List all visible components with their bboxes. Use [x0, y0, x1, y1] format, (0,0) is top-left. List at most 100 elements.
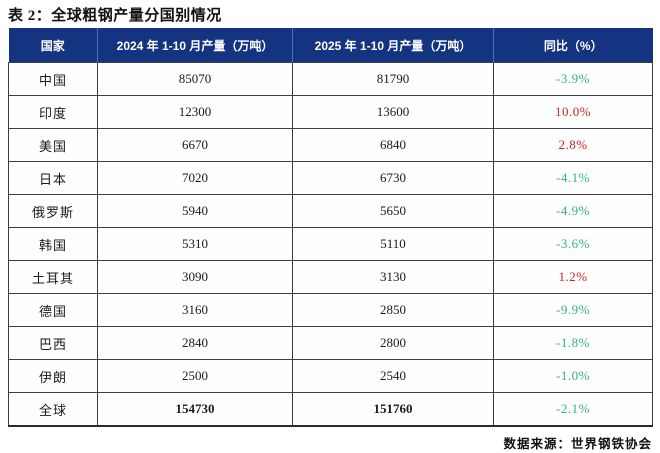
yoy-cell: -2.1% — [493, 392, 653, 427]
production-2024-value: 12300 — [178, 104, 212, 119]
production-2025-cell: 13600 — [292, 95, 494, 129]
country-cell: 德国 — [8, 293, 98, 327]
country-cell: 全球 — [8, 392, 98, 427]
production-2024-value: 5940 — [182, 203, 208, 218]
country-label: 巴西 — [38, 336, 67, 352]
country-label: 全球 — [38, 402, 67, 418]
table-header-row: 国家 2024 年 1-10 月产量（万吨） 2025 年 1-10 月产量（万… — [8, 28, 653, 63]
country-cell: 印度 — [8, 95, 98, 129]
production-2024-cell: 154730 — [97, 392, 293, 427]
production-2025-cell: 6730 — [292, 161, 494, 195]
production-table: 国家 2024 年 1-10 月产量（万吨） 2025 年 1-10 月产量（万… — [8, 28, 653, 427]
country-cell: 中国 — [8, 62, 98, 96]
production-2024-cell: 3160 — [97, 293, 293, 327]
production-2025-value: 2540 — [380, 368, 406, 383]
production-2025-value: 13600 — [376, 104, 410, 119]
yoy-value: -1.0% — [556, 368, 590, 383]
production-2024-cell: 12300 — [97, 95, 293, 129]
yoy-value: 1.2% — [558, 269, 588, 284]
production-2025-value: 6730 — [380, 170, 406, 185]
yoy-cell: 10.0% — [493, 95, 653, 129]
production-2024-cell: 6670 — [97, 128, 293, 162]
yoy-cell: -1.8% — [493, 326, 653, 360]
yoy-cell: -3.9% — [493, 62, 653, 96]
yoy-cell: -1.0% — [493, 359, 653, 393]
production-2024-value: 7020 — [182, 170, 208, 185]
table-row: 印度 12300 13600 10.0% — [8, 95, 653, 129]
production-2025-value: 6840 — [380, 137, 406, 152]
yoy-value: -3.6% — [556, 236, 590, 251]
production-2024-cell: 7020 — [97, 161, 293, 195]
yoy-cell: 2.8% — [493, 128, 653, 162]
country-cell: 日本 — [8, 161, 98, 195]
page-title: 表 2：全球粗钢产量分国别情况 — [8, 8, 222, 24]
header-cell-2024: 2024 年 1-10 月产量（万吨） — [97, 28, 293, 63]
production-2025-cell: 2850 — [292, 293, 494, 327]
production-2025-value: 5110 — [380, 236, 406, 251]
production-2024-cell: 3090 — [97, 260, 293, 294]
production-2025-cell: 5650 — [292, 194, 494, 228]
table-body: 中国 85070 81790 -3.9% 印度 12300 13600 10.0… — [8, 62, 653, 427]
production-2024-value: 3160 — [182, 302, 208, 317]
country-label: 德国 — [38, 303, 67, 319]
production-2024-cell: 2840 — [97, 326, 293, 360]
production-2025-value: 81790 — [376, 71, 410, 86]
production-2024-value: 2500 — [182, 368, 208, 383]
country-cell: 伊朗 — [8, 359, 98, 393]
yoy-cell: -3.6% — [493, 227, 653, 261]
production-2024-value: 85070 — [178, 71, 212, 86]
data-source-note: 数据来源：世界钢铁协会 — [503, 437, 652, 451]
country-label: 日本 — [38, 171, 67, 187]
country-label: 韩国 — [38, 237, 67, 253]
country-label: 土耳其 — [31, 270, 74, 286]
country-cell: 巴西 — [8, 326, 98, 360]
production-2024-cell: 5940 — [97, 194, 293, 228]
country-cell: 美国 — [8, 128, 98, 162]
production-2025-cell: 2540 — [292, 359, 494, 393]
production-2024-value: 154730 — [175, 401, 215, 416]
table-row: 美国 6670 6840 2.8% — [8, 128, 653, 162]
production-2025-value: 2850 — [380, 302, 406, 317]
country-cell: 俄罗斯 — [8, 194, 98, 228]
yoy-value: 10.0% — [554, 104, 592, 119]
yoy-value: -2.1% — [556, 401, 590, 416]
production-2024-value: 5310 — [182, 236, 208, 251]
production-2025-value: 3130 — [380, 269, 406, 284]
yoy-value: 2.8% — [558, 137, 588, 152]
table-row: 韩国 5310 5110 -3.6% — [8, 227, 653, 261]
country-label: 中国 — [38, 72, 67, 88]
production-2024-value: 3090 — [182, 269, 208, 284]
production-2025-cell: 6840 — [292, 128, 494, 162]
country-label: 俄罗斯 — [31, 204, 74, 220]
yoy-value: -1.8% — [556, 335, 590, 350]
production-2025-cell: 5110 — [292, 227, 494, 261]
production-2024-cell: 85070 — [97, 62, 293, 96]
production-2025-cell: 2800 — [292, 326, 494, 360]
table-row: 土耳其 3090 3130 1.2% — [8, 260, 653, 294]
production-2024-value: 6670 — [182, 137, 208, 152]
table-row: 伊朗 2500 2540 -1.0% — [8, 359, 653, 393]
production-2025-cell: 81790 — [292, 62, 494, 96]
production-2025-value: 151760 — [373, 401, 413, 416]
yoy-value: -4.9% — [556, 203, 590, 218]
yoy-value: -4.1% — [556, 170, 590, 185]
table-row: 德国 3160 2850 -9.9% — [8, 293, 653, 327]
yoy-cell: -4.1% — [493, 161, 653, 195]
production-2025-cell: 151760 — [292, 392, 494, 427]
yoy-cell: -9.9% — [493, 293, 653, 327]
production-2024-cell: 2500 — [97, 359, 293, 393]
country-cell: 韩国 — [8, 227, 98, 261]
yoy-value: -3.9% — [556, 71, 590, 86]
country-cell: 土耳其 — [8, 260, 98, 294]
header-cell-2025: 2025 年 1-10 月产量（万吨） — [292, 28, 494, 63]
table-row: 俄罗斯 5940 5650 -4.9% — [8, 194, 653, 228]
table-row: 巴西 2840 2800 -1.8% — [8, 326, 653, 360]
production-2024-cell: 5310 — [97, 227, 293, 261]
header-cell-country: 国家 — [8, 28, 98, 63]
country-label: 印度 — [38, 105, 67, 121]
production-2025-value: 5650 — [380, 203, 406, 218]
production-2025-value: 2800 — [380, 335, 406, 350]
table-row: 全球 154730 151760 -2.1% — [8, 392, 653, 427]
yoy-value: -9.9% — [556, 302, 590, 317]
header-cell-yoy: 同比（%） — [493, 28, 653, 63]
